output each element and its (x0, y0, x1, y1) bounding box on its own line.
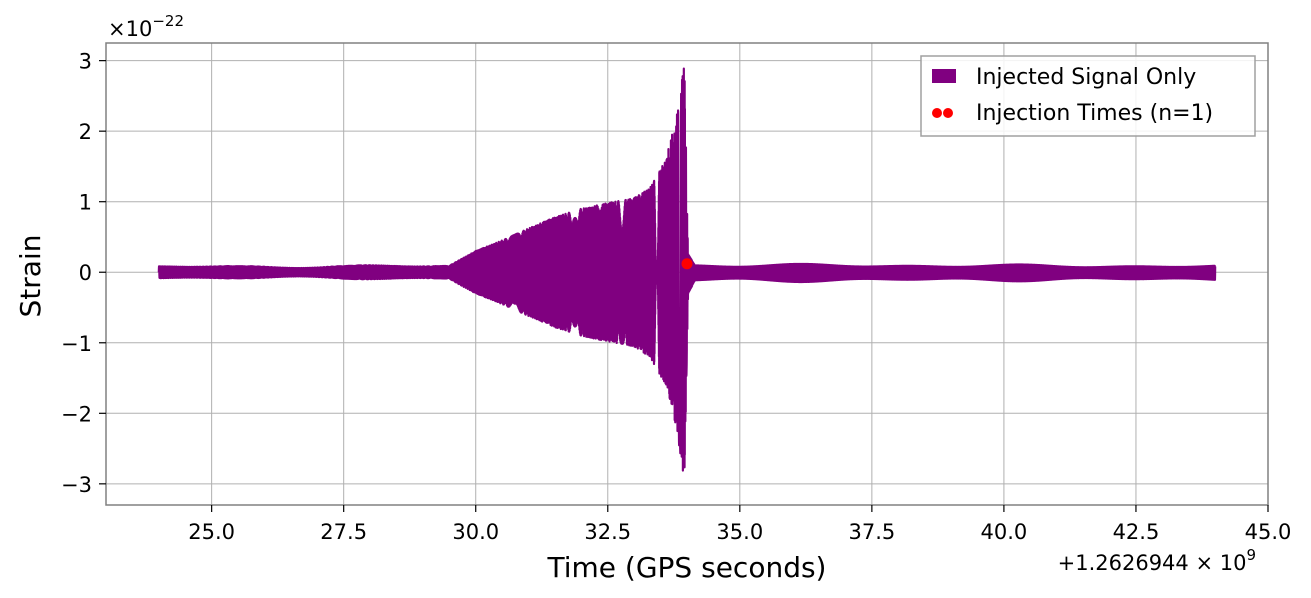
x-axis-ticks: 25.0 27.5 30.0 32.5 35.0 37.5 40.0 42.5 45.0 (188, 505, 1291, 544)
legend-label-injection: Injection Times (n=1) (976, 101, 1213, 126)
x-tick-label: 37.5 (848, 520, 895, 544)
y-tick-label: 3 (79, 50, 92, 74)
y-axis-label: Strain (14, 235, 47, 318)
legend-label-signal: Injected Signal Only (976, 65, 1196, 90)
legend: Injected Signal Only Injection Times (n=… (920, 55, 1256, 137)
legend-swatch-signal (932, 69, 956, 83)
y-tick-label: 0 (79, 261, 92, 285)
x-tick-label: 35.0 (716, 520, 763, 544)
y-tick-label: 2 (79, 120, 92, 144)
x-tick-label: 27.5 (320, 520, 367, 544)
legend-box (920, 55, 1256, 137)
series-injected-signal (157, 67, 1217, 472)
legend-marker-injection-2 (943, 108, 953, 118)
x-tick-label: 30.0 (452, 520, 499, 544)
y-tick-label: −1 (61, 332, 92, 356)
legend-marker-injection-1 (932, 108, 942, 118)
x-tick-label: 42.5 (1113, 520, 1160, 544)
x-tick-label: 40.0 (981, 520, 1028, 544)
x-tick-label: 45.0 (1245, 520, 1292, 544)
plot-frame (105, 42, 1269, 506)
x-tick-label: 25.0 (188, 520, 235, 544)
y-axis-ticks: −3 −2 −1 0 1 2 3 (61, 50, 106, 497)
x-tick-label: 32.5 (584, 520, 631, 544)
series-injection-times (681, 258, 693, 270)
y-tick-label: −3 (61, 473, 92, 497)
x-offset-label: +1.2626944 × 109 (1058, 546, 1256, 575)
y-tick-label: 1 (79, 191, 92, 215)
x-axis-label: Time (GPS seconds) (547, 551, 827, 584)
y-tick-label: −2 (61, 402, 92, 426)
y-scale-label: ×10−22 (108, 12, 184, 41)
injection-time-point (681, 258, 693, 270)
signal-line (157, 67, 1217, 472)
